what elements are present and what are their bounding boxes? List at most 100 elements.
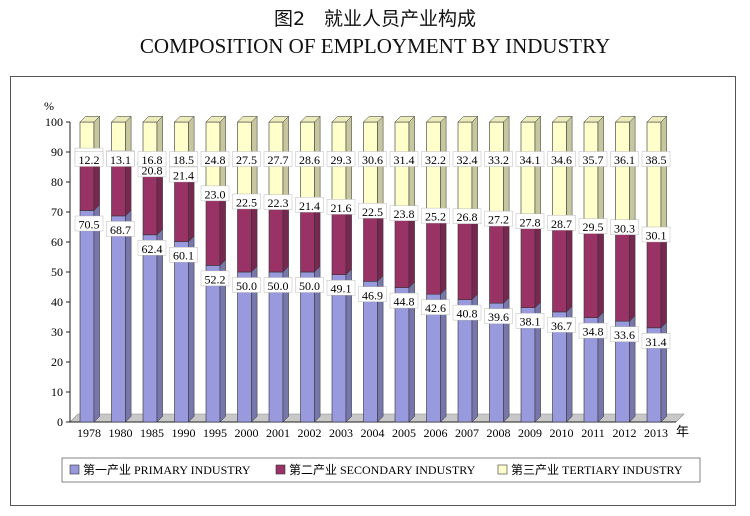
y-tick-label: 70 [51, 205, 63, 219]
data-label-bg [200, 270, 230, 287]
bar-side-2 [660, 231, 667, 329]
bar-top [142, 116, 164, 123]
bar-segment-2 [615, 230, 630, 322]
data-label-1: 70.5 [79, 218, 100, 232]
bar-side-2 [219, 190, 226, 267]
bar-top [79, 116, 101, 123]
legend-swatch-2 [275, 464, 286, 475]
data-label-bg [610, 151, 639, 167]
data-label-bg [232, 193, 261, 210]
data-label-3: 36.1 [614, 153, 635, 167]
x-tick-label: 2005 [392, 426, 416, 440]
data-label-bg [484, 308, 513, 324]
data-label-bg [578, 322, 608, 339]
y-tick-label: 40 [51, 295, 63, 309]
data-label-bg [421, 207, 450, 224]
data-label-1: 62.4 [142, 242, 163, 256]
bar-segment-2 [426, 218, 441, 295]
bar-segment-3 [426, 121, 441, 219]
bar-segment-2 [268, 204, 284, 273]
x-tick-label: 2008 [487, 426, 511, 440]
bar-segment-2 [646, 237, 662, 329]
bar-top [551, 116, 573, 123]
data-label-bg [263, 277, 293, 293]
y-tick-label: 0 [57, 415, 63, 429]
data-label-1: 34.8 [583, 325, 604, 339]
y-tick-label: 20 [51, 355, 63, 369]
data-label-2: 25.2 [425, 210, 446, 224]
bar-segment-2 [331, 209, 347, 275]
bar-top [425, 116, 447, 123]
bar-side-1 [188, 235, 195, 423]
data-label-bg [200, 151, 230, 167]
data-label-bg [547, 215, 576, 231]
y-tick-label: 50 [51, 265, 63, 279]
bar-segment-2 [552, 225, 567, 313]
bar-group-2005 [394, 115, 416, 423]
data-label-bg [421, 299, 450, 315]
data-label-3: 18.5 [173, 153, 194, 167]
bar-side-3 [503, 115, 510, 223]
bar-side-1 [93, 204, 100, 423]
data-label-3: 24.8 [205, 153, 226, 167]
data-label-3: 38.5 [646, 153, 667, 167]
data-label-1: 50.0 [268, 279, 289, 293]
bar-top [362, 116, 384, 123]
data-label-3: 28.6 [299, 153, 320, 167]
data-label-2: 21.6 [331, 201, 352, 215]
data-label-2: 26.8 [457, 210, 478, 224]
data-label-bg [74, 151, 104, 167]
data-label-bg [200, 185, 230, 202]
bar-side-3 [534, 115, 541, 225]
data-label-2: 29.5 [583, 220, 604, 234]
data-label-bg [547, 317, 576, 333]
bar-top [457, 116, 479, 123]
bar-segment-1 [237, 271, 252, 423]
chart-frame [10, 76, 736, 506]
data-label-3: 34.6 [551, 153, 572, 167]
bar-side-3 [629, 115, 636, 231]
bar-segment-1 [300, 271, 315, 423]
bar-side-2 [566, 219, 573, 313]
bar-segment-1 [142, 234, 158, 423]
bar-side-2 [503, 215, 510, 304]
bar-segment-2 [111, 161, 126, 217]
bar-top [110, 116, 132, 123]
bar-side-2 [408, 209, 415, 289]
data-label-2: 21.4 [173, 169, 194, 183]
y-tick-label: 60 [51, 235, 63, 249]
data-label-bg [421, 151, 450, 167]
data-label-bg [263, 151, 293, 167]
bar-segment-1 [174, 241, 189, 423]
bar-segment-3 [457, 121, 473, 220]
data-label-bg [106, 221, 135, 237]
data-label-1: 42.6 [425, 301, 446, 315]
bar-side-2 [534, 218, 541, 309]
data-label-3: 32.2 [425, 153, 446, 167]
y-axis-unit: % [44, 99, 54, 113]
legend-swatch-1 [69, 464, 80, 475]
data-label-bg [169, 166, 198, 183]
bar-group-2010 [551, 115, 573, 423]
chart-title-english: COMPOSITION OF EMPLOYMENT BY INDUSTRY [139, 34, 611, 58]
data-label-3: 16.8 [142, 153, 163, 167]
data-label-3: 12.2 [79, 153, 100, 167]
bar-side-2 [629, 224, 636, 322]
bar-side-2 [251, 198, 258, 273]
data-label-1: 39.6 [488, 310, 509, 324]
x-axis-unit: 年 [676, 424, 689, 439]
bar-segment-3 [583, 121, 599, 230]
bar-segment-2 [363, 213, 378, 282]
bar-side-1 [125, 209, 132, 423]
data-label-bg [389, 205, 419, 221]
data-label-bg [452, 151, 482, 167]
legend-box [61, 457, 701, 483]
data-label-2: 28.7 [551, 217, 572, 231]
data-label-bg [295, 277, 324, 293]
data-label-bg [547, 151, 576, 167]
data-label-bg [169, 151, 198, 167]
x-tick-label: 2007 [455, 426, 479, 440]
x-tick-label: 2003 [329, 426, 353, 440]
bar-segment-3 [646, 121, 662, 238]
x-tick-label: 2012 [613, 426, 637, 440]
